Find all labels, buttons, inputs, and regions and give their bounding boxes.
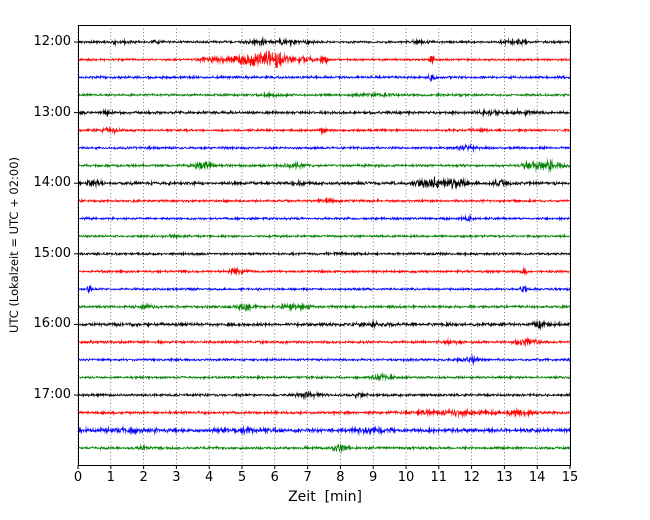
y-tick-label: 17:00 bbox=[33, 387, 71, 403]
x-tick-label: 12 bbox=[463, 470, 480, 485]
x-tick-label: 4 bbox=[205, 470, 214, 485]
x-tick-label: 7 bbox=[303, 470, 312, 485]
x-tick-label: 5 bbox=[237, 470, 247, 485]
x-tick-label: 8 bbox=[336, 470, 345, 485]
y-tick-label: 12:00 bbox=[33, 34, 71, 49]
y-tick-label: 15:00 bbox=[33, 245, 71, 261]
y-tick-label: 16:00 bbox=[33, 316, 71, 332]
x-tick-label: 9 bbox=[369, 470, 378, 485]
x-tick-label: 14 bbox=[528, 470, 546, 485]
x-tick-label: 6 bbox=[270, 470, 279, 485]
x-axis-label: Zeit [min] bbox=[288, 489, 362, 505]
x-tick-label: 13 bbox=[496, 470, 513, 485]
x-tick-label: 15 bbox=[561, 470, 579, 485]
x-tick-label: 1 bbox=[106, 470, 115, 485]
y-tick-label: 14:00 bbox=[33, 175, 71, 191]
x-tick-label: 10 bbox=[397, 470, 415, 485]
y-tick-label: 13:00 bbox=[33, 104, 71, 120]
x-tick-label: 0 bbox=[73, 470, 83, 485]
x-tick-label: 11 bbox=[430, 470, 448, 485]
x-tick-label: 2 bbox=[139, 470, 148, 485]
y-axis-label: UTC (Lokalzeit = UTC + 02:00) bbox=[7, 156, 21, 334]
x-tick-label: 3 bbox=[172, 470, 181, 485]
